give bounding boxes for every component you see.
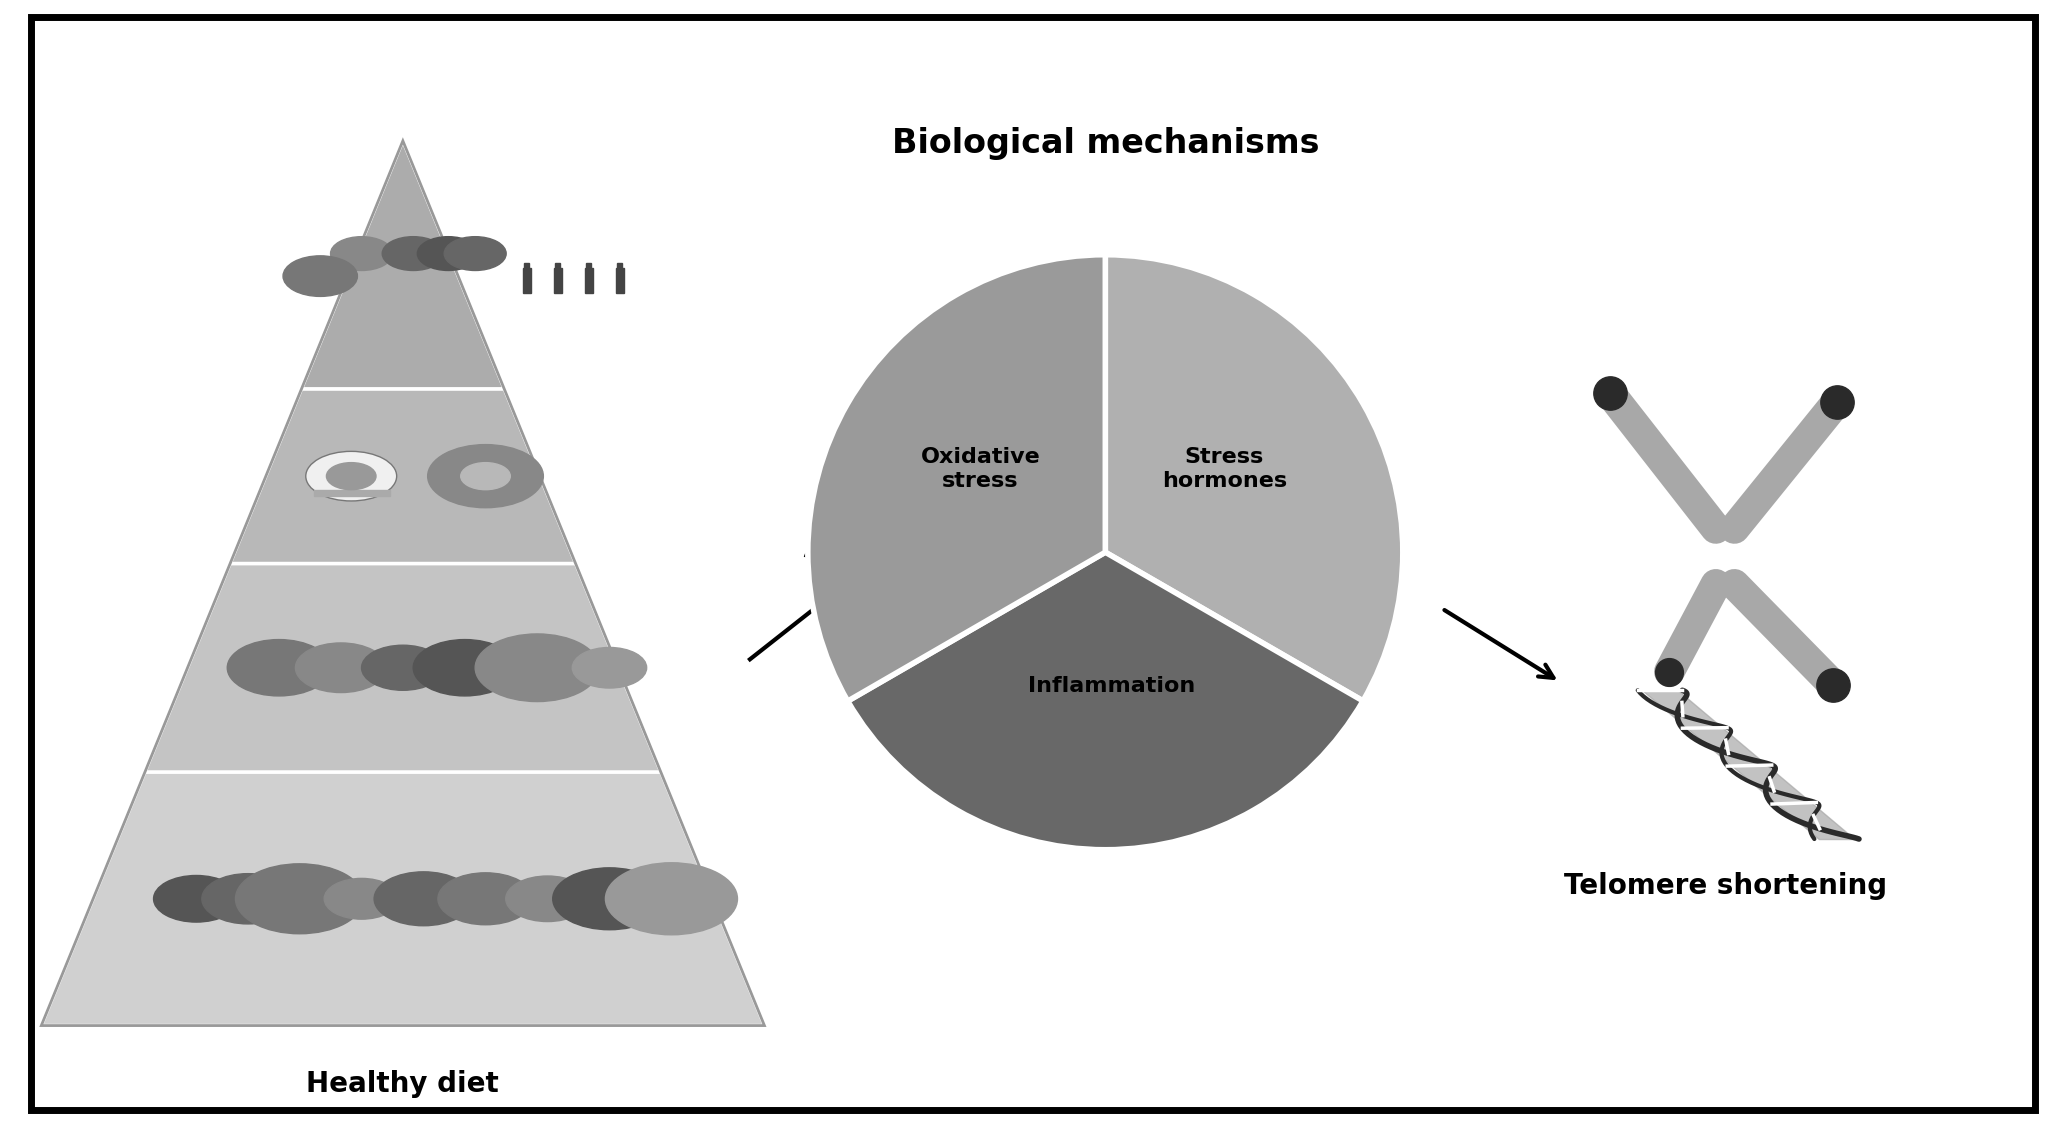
Circle shape bbox=[475, 633, 599, 701]
Circle shape bbox=[298, 863, 426, 934]
Circle shape bbox=[238, 866, 362, 932]
Bar bbox=[587, 264, 591, 268]
Circle shape bbox=[130, 863, 262, 934]
Circle shape bbox=[622, 872, 721, 925]
Circle shape bbox=[556, 870, 663, 928]
Circle shape bbox=[417, 237, 479, 270]
Bar bbox=[618, 264, 622, 268]
Bar bbox=[523, 268, 531, 293]
Bar bbox=[554, 268, 562, 293]
Text: Oxidative
stress: Oxidative stress bbox=[921, 447, 1041, 490]
Circle shape bbox=[331, 237, 393, 270]
Circle shape bbox=[362, 645, 444, 690]
Text: Inflammation: Inflammation bbox=[1027, 676, 1194, 696]
Circle shape bbox=[295, 642, 386, 692]
Circle shape bbox=[481, 863, 614, 934]
Wedge shape bbox=[847, 552, 1364, 850]
Polygon shape bbox=[302, 141, 504, 389]
Circle shape bbox=[202, 873, 293, 924]
Bar bbox=[556, 264, 560, 268]
Circle shape bbox=[461, 462, 510, 489]
Bar bbox=[616, 268, 624, 293]
Circle shape bbox=[364, 866, 483, 932]
Circle shape bbox=[572, 647, 647, 687]
Circle shape bbox=[444, 237, 506, 270]
Circle shape bbox=[413, 639, 516, 695]
Polygon shape bbox=[229, 389, 576, 564]
Text: Stress
hormones: Stress hormones bbox=[1161, 447, 1287, 490]
Text: Telomere shortening: Telomere shortening bbox=[1564, 871, 1886, 899]
Bar bbox=[585, 268, 593, 293]
Circle shape bbox=[434, 870, 537, 928]
Wedge shape bbox=[808, 255, 1105, 701]
Circle shape bbox=[283, 256, 357, 296]
Title: Biological mechanisms: Biological mechanisms bbox=[893, 126, 1318, 160]
Wedge shape bbox=[1105, 255, 1403, 701]
Circle shape bbox=[382, 237, 444, 270]
Bar bbox=[525, 264, 529, 268]
Polygon shape bbox=[41, 772, 764, 1026]
Circle shape bbox=[326, 462, 376, 489]
Circle shape bbox=[306, 451, 397, 500]
Bar bbox=[314, 489, 390, 496]
Circle shape bbox=[428, 444, 543, 507]
Text: Healthy diet: Healthy diet bbox=[306, 1071, 500, 1098]
Polygon shape bbox=[145, 564, 661, 772]
Circle shape bbox=[227, 639, 331, 695]
